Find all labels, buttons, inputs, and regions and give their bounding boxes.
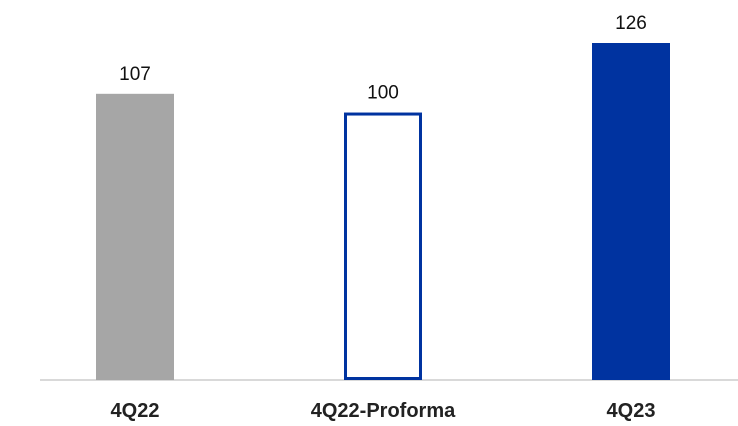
bar-4q22 <box>96 93 174 381</box>
bar-4q23 <box>592 43 670 380</box>
category-labels-group: 4Q22 4Q22-Proforma 4Q23 <box>111 400 656 422</box>
bars-group <box>96 43 670 381</box>
category-label-4q22: 4Q22 <box>111 400 160 422</box>
value-label-4q22-proforma: 100 <box>367 83 399 104</box>
value-labels-group: 107 100 126 <box>119 13 647 104</box>
value-label-4q22: 107 <box>119 64 151 85</box>
category-label-4q22-proforma: 4Q22-Proforma <box>311 400 456 422</box>
value-label-4q23: 126 <box>615 13 647 34</box>
bar-4q22-proforma <box>344 112 422 381</box>
category-label-4q23: 4Q23 <box>607 400 656 422</box>
